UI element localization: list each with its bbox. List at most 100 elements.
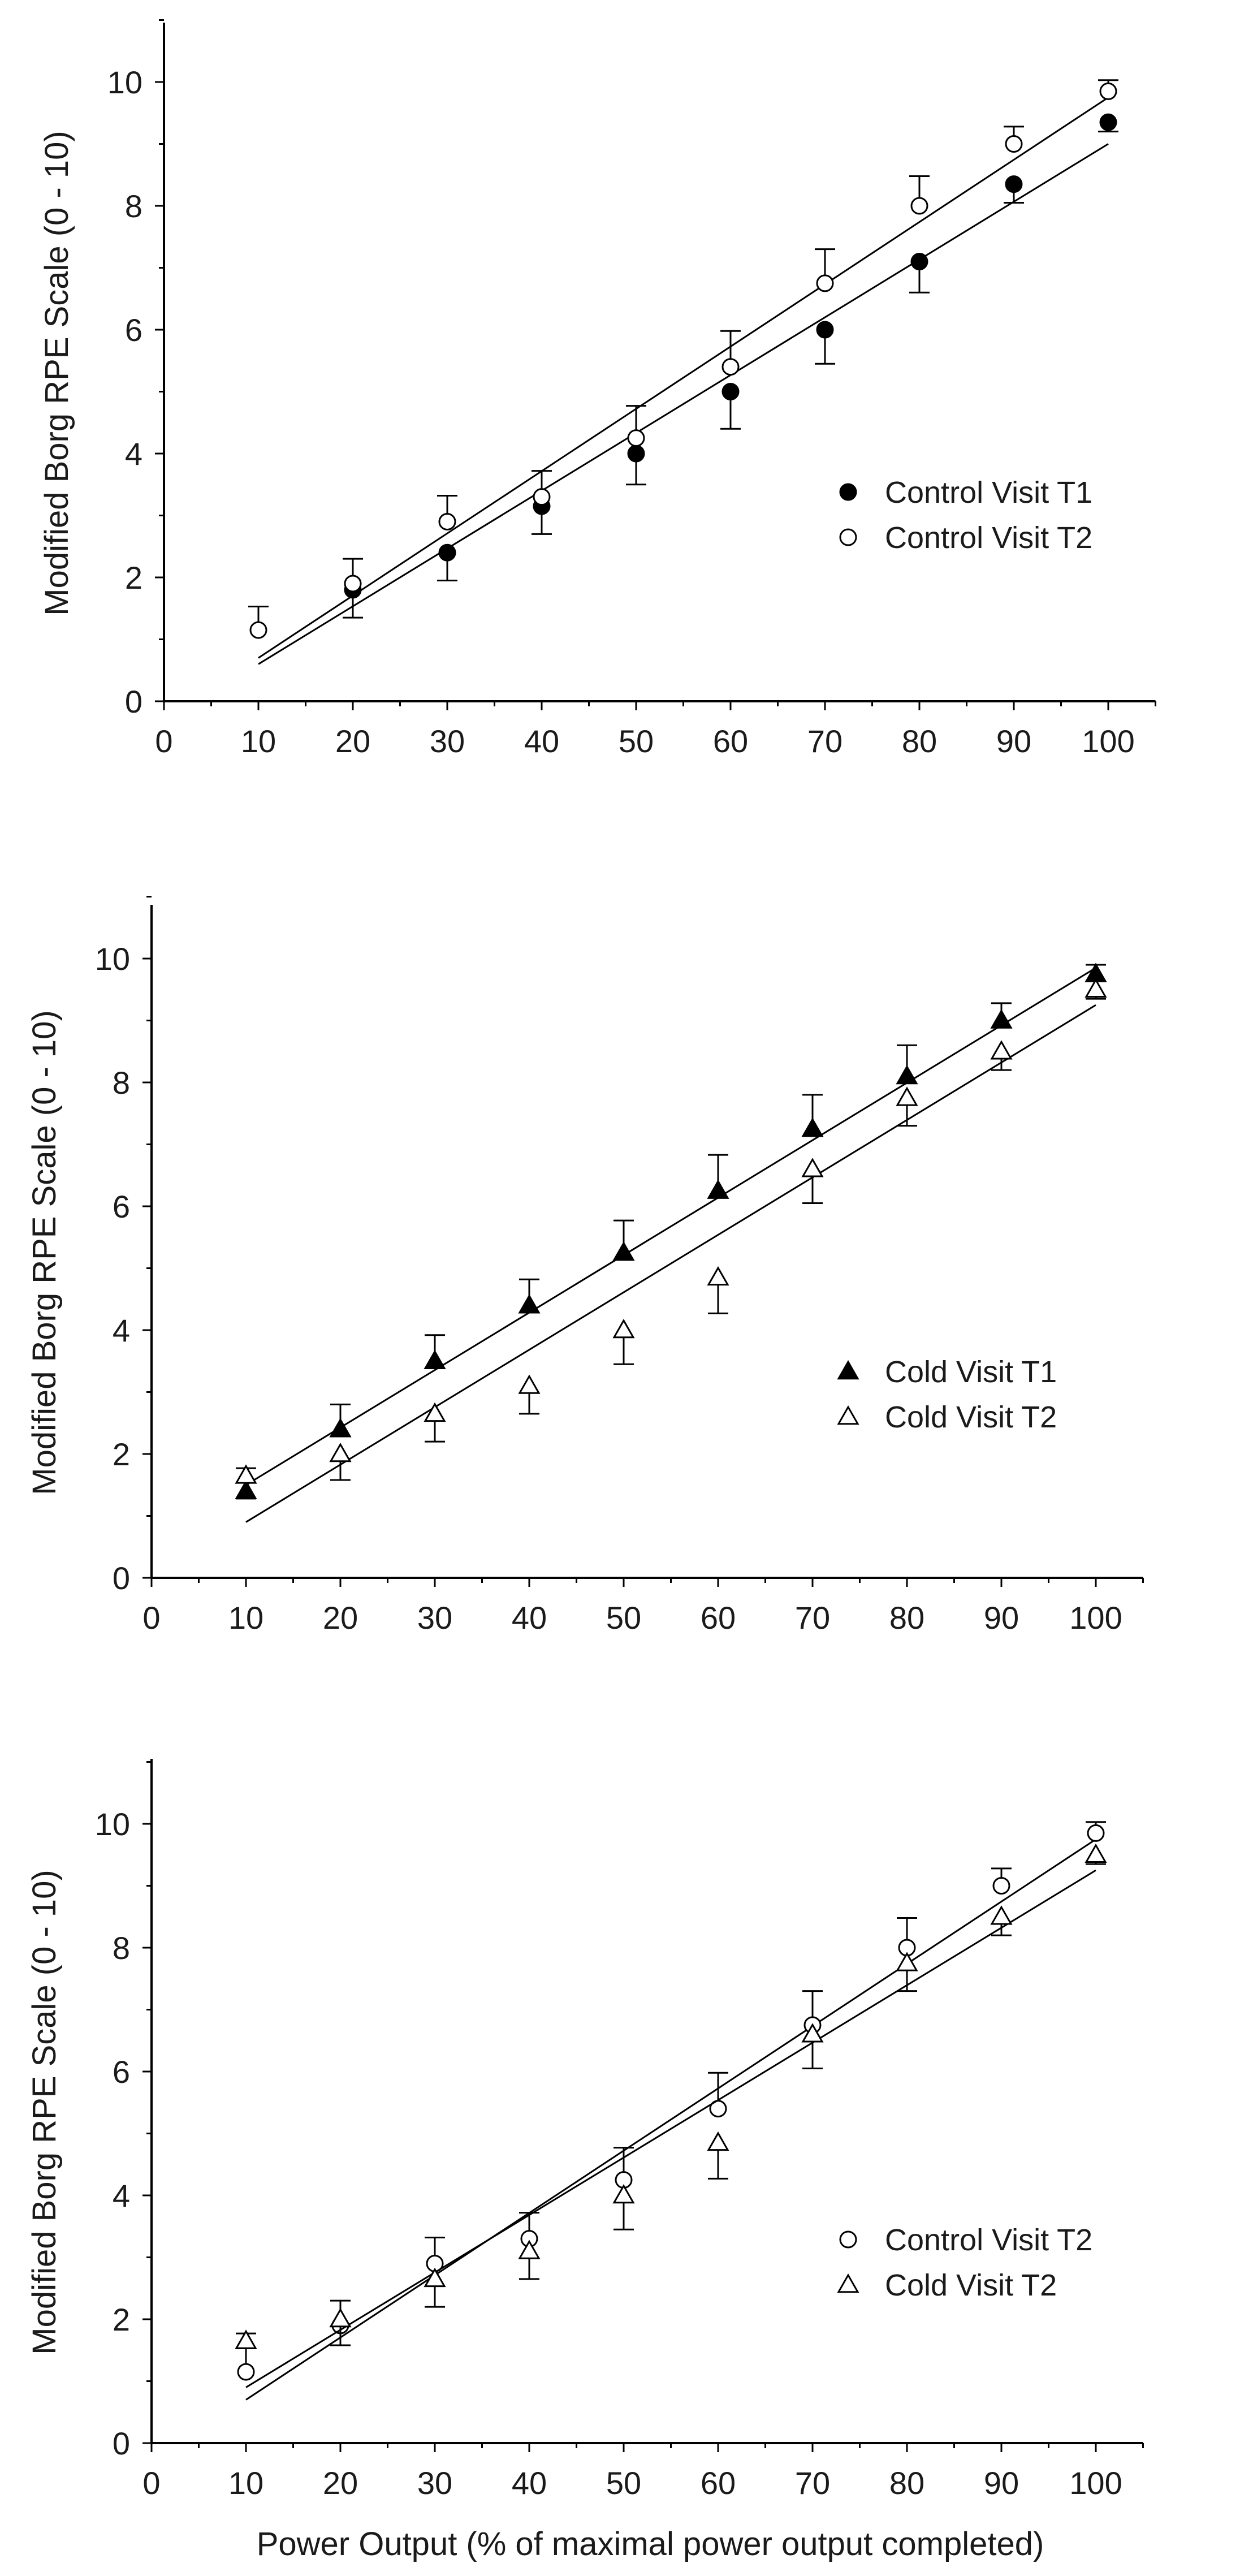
x-tick-label: 50 [606,2465,641,2501]
data-point [518,2240,541,2259]
x-tick-label: 40 [512,1600,547,1636]
data-point [1099,113,1117,131]
x-tick-label: 0 [142,2465,160,2501]
x-tick-label: 10 [241,723,276,759]
x-tick-label: 70 [807,723,842,759]
legend-marker [839,528,857,546]
legend-label: Control Visit T2 [885,521,1092,555]
y-axis-title: Modified Borg RPE Scale (0 - 10) [38,131,75,615]
legend-marker [837,1405,859,1425]
data-point [1005,135,1023,153]
data-point [424,1402,446,1422]
x-tick-label: 80 [889,2465,924,2501]
data-point [896,1952,918,1971]
regression-line [258,97,1109,659]
data-point [329,2307,352,2328]
y-tick-label: 0 [125,684,142,719]
y-axis-title: Modified Borg RPE Scale (0 - 10) [26,1010,63,1495]
y-tick-label: 10 [95,1806,130,1842]
data-point [1085,1843,1107,1863]
x-tick-label: 20 [323,1600,358,1636]
data-point [816,321,834,339]
x-tick-label: 10 [228,1600,263,1636]
data-point [612,1241,635,1261]
data-point [1087,1824,1105,1842]
data-point [990,1040,1013,1060]
data-point [721,358,740,376]
data-point [721,383,740,400]
y-tick-label: 4 [113,2178,130,2213]
data-point [612,2184,635,2204]
legend-label: Control Visit T1 [885,476,1092,510]
regression-line [245,1004,1096,1523]
data-point [329,1442,352,1462]
data-point [627,445,645,463]
data-point [1099,82,1117,100]
data-point [990,1905,1013,1925]
x-tick-label: 10 [228,2465,263,2501]
y-tick-label: 4 [113,1313,130,1348]
legend-label: Cold Visit T2 [885,2268,1057,2302]
chart-2: 0 10 20 30 40 50 60 70 80 90 100 0 2 4 6 8 10 Modified Bo… [26,896,1144,1636]
data-point [910,197,928,215]
chart-3: 0 10 20 30 40 50 60 70 80 90 100 0 2 4 6 8 10 Modified Bo… [26,1759,1144,2501]
legend-label: Cold Visit T1 [885,1355,1057,1389]
x-tick-label: 60 [701,1600,736,1636]
y-tick-label: 8 [113,1065,130,1101]
data-point [992,1877,1010,1895]
data-point [518,1374,541,1394]
y-tick-label: 0 [113,2426,130,2461]
regression-line [245,1839,1096,2401]
data-point [424,1349,446,1369]
x-tick-label: 0 [155,723,172,759]
data-point [235,1464,257,1484]
data-point [518,1294,541,1314]
x-tick-label: 30 [417,1600,452,1636]
data-point [707,2131,729,2151]
data-point [438,543,456,562]
x-tick-label: 50 [606,1600,641,1636]
series-cold-visit-t1: Cold Visit T1 [235,963,1107,1500]
data-point [612,1318,635,1339]
data-point [344,575,362,593]
x-tick-label: 90 [984,2465,1019,2501]
x-tick-label: 80 [902,723,937,759]
series-cold-visit-t2: Cold Visit T2 [235,978,1107,1523]
data-point [235,2329,257,2349]
legend-marker [839,2230,857,2249]
y-tick-label: 0 [113,1560,130,1596]
data-point [816,274,834,292]
data-point [896,1086,918,1106]
data-point [249,621,267,639]
x-tick-label: 40 [512,2465,547,2501]
x-tick-label: 100 [1082,723,1134,759]
data-point [237,2363,255,2381]
data-point [424,2267,446,2288]
y-tick-label: 2 [113,1436,130,1472]
x-tick-label: 0 [142,1600,160,1636]
data-point [896,1065,918,1085]
data-point [707,1179,729,1199]
series-control-visit-t2: Control Visit T2 [248,79,1118,659]
y-tick-label: 8 [125,188,142,224]
data-point [1085,978,1107,998]
y-tick-label: 8 [113,1930,130,1966]
x-tick-label: 30 [417,2465,452,2501]
x-tick-label: 80 [889,1600,924,1636]
x-tick-label: 20 [323,2465,358,2501]
x-tick-label: 20 [335,723,370,759]
y-tick-label: 2 [125,560,142,596]
x-tick-label: 70 [795,1600,830,1636]
data-point [1005,175,1023,193]
data-point [235,1479,257,1499]
series-cold-visit-t2: Cold Visit T2 [235,1843,1107,2388]
x-tick-label: 70 [795,2465,830,2501]
data-point [627,429,645,447]
x-axis-title: Power Output (% of maximal power output … [257,2526,1044,2562]
x-tick-label: 100 [1069,2465,1122,2501]
data-point [801,1117,824,1137]
data-point [990,1009,1013,1029]
y-tick-label: 10 [95,941,130,977]
